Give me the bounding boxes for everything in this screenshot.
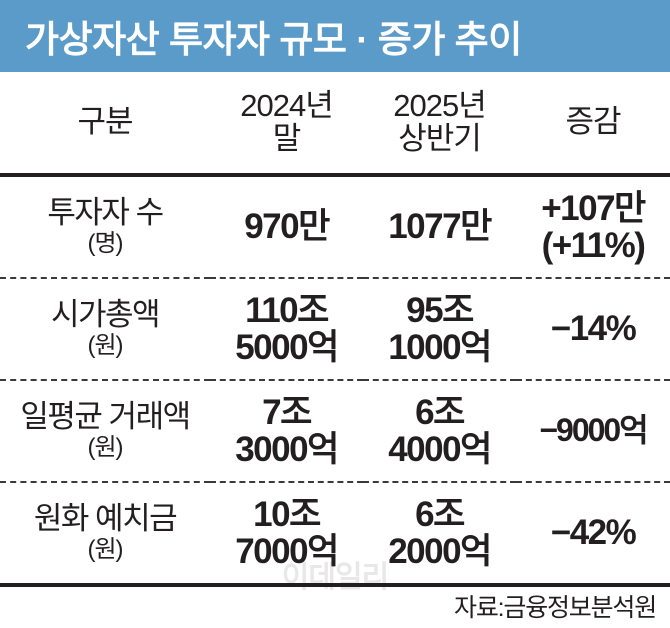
column-header-delta: 증감 xyxy=(516,72,670,177)
cell-2025-marketcap: 95조 1000억 xyxy=(363,278,516,381)
data-table-container: 구분 2024년 말 2025년 상반기 증감 투자자 수 (명) xyxy=(0,72,670,587)
row-label-dailyvolume: 일평균 거래액 (원) xyxy=(0,380,210,483)
cell-value-line2: 2000억 xyxy=(388,532,492,571)
column-header-2025: 2025년 상반기 xyxy=(363,72,516,177)
row-label-text: 투자자 수 xyxy=(47,195,164,231)
column-header-label: 구분 xyxy=(0,72,210,177)
cell-delta-line1: +107만 xyxy=(541,188,646,228)
cell-value-line2: 5000억 xyxy=(235,328,339,367)
row-label-text: 원화 예치금 xyxy=(33,501,178,537)
cell-delta-marketcap: −14% xyxy=(516,278,670,381)
row-label-unit: (원) xyxy=(87,332,123,360)
cell-delta-krwdeposit: −42% xyxy=(516,482,670,587)
column-header-2024-line1: 2024년 xyxy=(240,88,333,124)
column-header-2024-line2: 말 xyxy=(272,120,302,156)
cell-delta-line1: −42% xyxy=(550,513,637,553)
cell-value-line2: 3000억 xyxy=(235,430,339,469)
cell-value-line2: 1000억 xyxy=(388,328,492,367)
cell-value-line2: 4000억 xyxy=(388,430,492,469)
cell-2024-investors: 970만 xyxy=(210,175,363,279)
column-header-delta-line1: 증감 xyxy=(565,104,621,140)
cell-2024-dailyvolume: 7조 3000억 xyxy=(210,380,363,483)
table-row: 시가총액 (원) 110조 5000억 95조 1000억 −14% xyxy=(0,278,670,381)
cell-value-line1: 1077만 xyxy=(388,207,492,247)
cell-delta-line1: −9000억 xyxy=(539,412,648,449)
row-label-marketcap: 시가총액 (원) xyxy=(0,278,210,381)
row-label-text: 시가총액 xyxy=(50,297,161,333)
table-row: 일평균 거래액 (원) 7조 3000억 6조 4000억 −9000억 xyxy=(0,380,670,483)
cell-delta-investors: +107만 (+11%) xyxy=(516,175,670,279)
cell-value-line2: 7000억 xyxy=(235,532,339,571)
column-header-2025-line2: 상반기 xyxy=(398,120,482,156)
cell-2024-krwdeposit: 10조 7000억 xyxy=(210,482,363,587)
column-header-2024: 2024년 말 xyxy=(210,72,363,177)
row-label-unit: (명) xyxy=(87,230,123,258)
page-title: 가상자산 투자자 규모 · 증가 추이 xyxy=(25,19,522,60)
row-label-investors: 투자자 수 (명) xyxy=(0,175,210,279)
column-header-2025-line1: 2025년 xyxy=(393,88,486,124)
cell-value-line1: 7조 xyxy=(262,392,312,432)
cell-2025-investors: 1077만 xyxy=(363,175,516,279)
cell-delta-dailyvolume: −9000억 xyxy=(516,380,670,483)
table-header: 구분 2024년 말 2025년 상반기 증감 xyxy=(0,72,670,177)
cell-value-line1: 10조 xyxy=(253,494,321,534)
cell-value-line1: 6조 xyxy=(415,392,465,432)
cell-value-line1: 6조 xyxy=(415,494,465,534)
source-note: 자료:금융정보분석원 xyxy=(454,594,657,622)
cell-delta-line2: (+11%) xyxy=(541,226,646,265)
row-label-unit: (원) xyxy=(87,434,123,462)
cell-2024-marketcap: 110조 5000억 xyxy=(210,278,363,381)
table-body: 투자자 수 (명) 970만 1077만 +107만 (+11%) 시가총액 (… xyxy=(0,175,670,587)
row-label-krwdeposit: 원화 예치금 (원) xyxy=(0,482,210,587)
row-label-text: 일평균 거래액 xyxy=(20,399,191,435)
statistics-table: 구분 2024년 말 2025년 상반기 증감 투자자 수 (명) xyxy=(0,72,670,587)
table-header-row: 구분 2024년 말 2025년 상반기 증감 xyxy=(0,72,670,177)
title-bar: 가상자산 투자자 규모 · 증가 추이 xyxy=(0,0,670,72)
cell-2025-dailyvolume: 6조 4000억 xyxy=(363,380,516,483)
table-row: 투자자 수 (명) 970만 1077만 +107만 (+11%) xyxy=(0,175,670,279)
cell-value-line1: 970만 xyxy=(244,207,330,247)
table-row: 원화 예치금 (원) 10조 7000억 6조 2000억 −42% xyxy=(0,482,670,587)
cell-value-line1: 95조 xyxy=(406,290,474,330)
footer: 자료:금융정보분석원 xyxy=(0,580,670,628)
cell-value-line1: 110조 xyxy=(245,290,329,330)
column-header-label-line1: 구분 xyxy=(77,104,133,140)
cell-2025-krwdeposit: 6조 2000억 xyxy=(363,482,516,587)
row-label-unit: (원) xyxy=(87,536,123,564)
cell-delta-line1: −14% xyxy=(550,309,637,349)
